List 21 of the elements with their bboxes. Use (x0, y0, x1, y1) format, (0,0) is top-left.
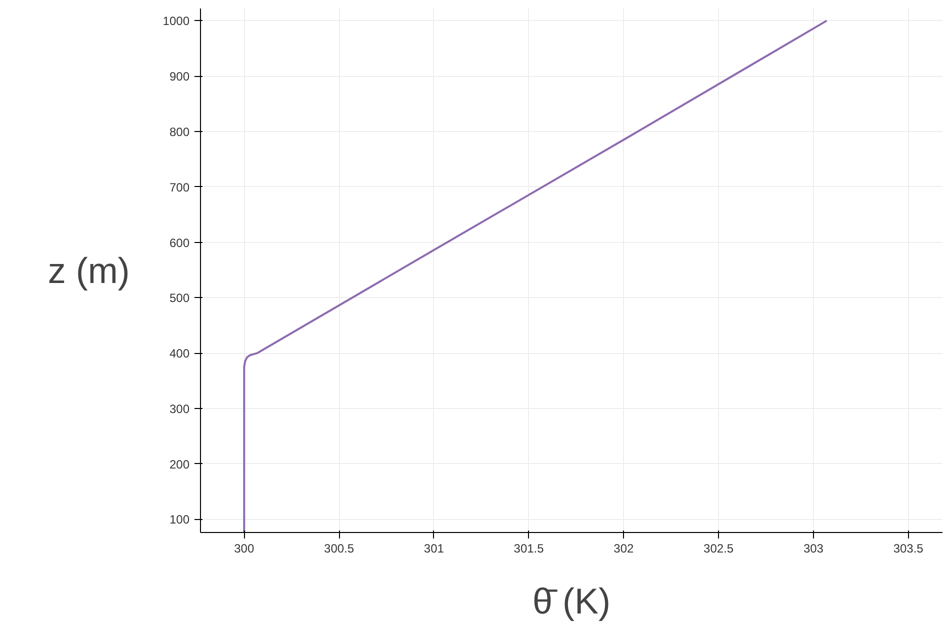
x-tick-label: 301.5 (514, 542, 544, 556)
y-tick-label: 400 (169, 346, 190, 361)
y-tick-label: 100 (169, 512, 190, 527)
y-tick-label: 1000 (162, 14, 190, 28)
y-axis-title: z (m) (48, 250, 130, 291)
x-tick-label: 303 (803, 542, 824, 556)
line-series (243, 20, 828, 532)
y-tick-label: 600 (169, 236, 190, 250)
x-tick-label: 301 (424, 542, 444, 556)
x-tick-label: 300 (234, 542, 254, 556)
x-tick-label: 300.5 (324, 542, 354, 556)
x-tick-label: 302.5 (704, 542, 734, 556)
x-tick-label: 303.5 (893, 542, 924, 556)
y-tick-label: 900 (169, 70, 190, 84)
y-tick-label: 800 (169, 124, 190, 139)
y-tick-label: 500 (169, 291, 190, 306)
x-tick-label: 302 (614, 542, 634, 556)
y-tick-label: 300 (169, 402, 190, 416)
y-tick-label: 200 (169, 457, 190, 472)
y-tick-label: 700 (169, 180, 190, 194)
x-axis-title: θ̄ (K) (532, 580, 611, 622)
